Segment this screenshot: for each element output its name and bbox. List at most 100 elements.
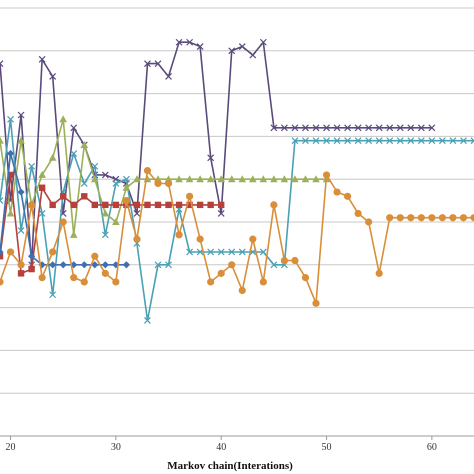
series-4-point-8 [80, 261, 88, 269]
series-5-point-37 [386, 214, 394, 222]
series-2-point-20 [206, 175, 215, 183]
series-2-point-10 [101, 209, 110, 217]
series-2-point-9 [91, 175, 99, 183]
series-5-point-43 [449, 214, 457, 222]
series-5-point-8 [80, 278, 88, 286]
series-1-point-44 [460, 137, 467, 145]
series-0-point-14 [144, 60, 151, 68]
series-5-point-18 [186, 192, 194, 200]
series-5-point-36 [375, 269, 383, 277]
series-3-point-6 [60, 193, 67, 200]
series-0-point-16 [165, 73, 172, 80]
series-5-point-20 [207, 278, 215, 286]
series-0-point-22 [228, 47, 236, 55]
series-0-point-36 [375, 124, 383, 132]
series-1-point-39 [407, 137, 415, 145]
series-0-point-40 [417, 124, 425, 132]
series-layer [0, 38, 474, 324]
series-4-point-10 [101, 261, 109, 269]
series-1-point-29 [302, 137, 309, 145]
series-3-point-16 [165, 201, 172, 209]
series-1-point-12 [122, 175, 130, 183]
series-2-point-21 [217, 175, 225, 183]
series-3-point-0 [0, 253, 4, 260]
series-2-point-22 [227, 175, 236, 183]
series-3-point-17 [175, 201, 183, 209]
series-1-point-1 [7, 115, 14, 123]
series-0-point-31 [323, 124, 330, 132]
series-3 [0, 171, 225, 277]
series-5-point-44 [459, 214, 468, 222]
series-0-point-17 [175, 38, 183, 46]
series-5-point-42 [438, 214, 446, 222]
series-1-point-16 [165, 261, 172, 269]
series-1-point-10 [101, 231, 109, 239]
series-4-point-11 [112, 261, 120, 269]
series-2-point-2 [17, 136, 25, 144]
series-0-point-13 [133, 210, 141, 217]
series-3-point-9 [91, 201, 98, 209]
series-5-point-24 [249, 235, 257, 243]
series-1-point-33 [344, 137, 352, 145]
series-2-point-19 [196, 175, 204, 183]
series-0-point-38 [396, 124, 404, 132]
series-2-point-26 [270, 175, 278, 183]
series-5-point-23 [238, 286, 246, 295]
series-2-point-8 [80, 140, 89, 148]
series-3-point-18 [186, 201, 193, 209]
series-4-point-7 [70, 261, 78, 269]
series-5-point-40 [417, 214, 425, 222]
series-0-point-39 [407, 124, 415, 132]
series-0-point-33 [344, 124, 352, 132]
series-1-point-36 [375, 137, 383, 145]
series-5-point-5 [49, 248, 57, 256]
series-5-point-6 [59, 218, 67, 226]
series-2-point-4 [38, 170, 46, 178]
series-5-point-16 [164, 179, 173, 188]
series-0-point-32 [333, 124, 341, 132]
series-1-point-25 [259, 248, 267, 256]
series-1-point-0 [0, 197, 4, 205]
series-5-point-13 [133, 235, 141, 243]
series-2-point-18 [185, 175, 194, 183]
series-3-point-14 [144, 201, 151, 209]
series-5-point-28 [291, 256, 299, 265]
series-3-point-20 [207, 201, 214, 209]
series-2-point-13 [133, 175, 141, 183]
series-1-point-2 [17, 227, 25, 234]
series-1-point-35 [365, 137, 373, 145]
x-tick-label-1: 30 [111, 442, 121, 453]
series-0-point-10 [101, 171, 109, 179]
series-2-point-29 [301, 175, 310, 183]
gridlines [0, 7, 474, 437]
series-1-point-14 [144, 317, 151, 324]
series-line-3 [0, 174, 222, 275]
series-2-point-27 [280, 175, 289, 183]
series-0-point-18 [186, 38, 194, 46]
series-1-point-26 [270, 261, 278, 269]
series-4-point-6 [59, 261, 67, 269]
series-0-point-35 [365, 124, 373, 132]
series-0-point-28 [291, 124, 299, 132]
series-5-point-35 [365, 218, 373, 226]
series-4 [0, 149, 130, 269]
series-1-point-37 [386, 137, 394, 145]
series-3-point-5 [49, 201, 56, 209]
series-0-point-7 [70, 124, 78, 132]
series-1-point-28 [291, 137, 299, 145]
series-5-point-41 [428, 214, 436, 222]
series-4-point-12 [122, 261, 130, 269]
series-5-point-2 [17, 261, 25, 269]
series-2-point-24 [249, 175, 257, 183]
series-5-point-1 [6, 248, 15, 256]
series-0-point-15 [154, 60, 162, 68]
series-5-point-4 [38, 274, 46, 282]
series-3-point-10 [102, 201, 109, 209]
series-5-point-45 [470, 214, 474, 222]
series-3-point-1 [7, 171, 14, 179]
series-3-point-13 [133, 201, 141, 209]
series-0-point-5 [49, 73, 57, 80]
series-0-point-2 [17, 111, 25, 119]
series-1-point-32 [333, 137, 341, 145]
series-1-point-3 [28, 162, 36, 170]
